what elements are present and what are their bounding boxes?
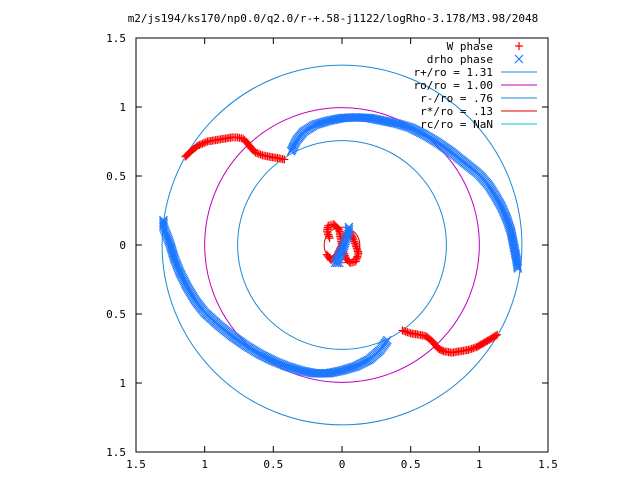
x-tick-label: 1.5: [126, 458, 146, 471]
x-tick-label: 1: [476, 458, 483, 471]
W-phase-point: [253, 149, 262, 158]
circle-ro: [204, 107, 480, 383]
drho-phase-point: [273, 358, 283, 368]
circle-r: [161, 64, 523, 426]
drho-phase-point: [502, 215, 512, 225]
drho-phase-point: [275, 358, 284, 368]
drho-phase-point: [171, 258, 181, 268]
legend-label: r-/ro = .76: [420, 92, 493, 105]
drho-phase-point: [281, 361, 290, 371]
legend-label: r*/ro = .13: [420, 105, 493, 118]
drho-phase-point: [175, 268, 185, 278]
drho-phase-point: [164, 237, 174, 247]
y-tick-label: 0.5: [106, 170, 126, 183]
W-phase-point: [324, 230, 333, 239]
drho-phase-point: [332, 258, 342, 268]
drho-phase-point: [159, 215, 168, 225]
y-tick-label: 1: [119, 101, 126, 114]
drho-phase-point: [504, 220, 514, 230]
drho-phase-point: [159, 217, 168, 227]
drho-phase-point: [502, 214, 512, 224]
drho-phase-point: [174, 266, 184, 276]
drho-phase-point: [341, 236, 350, 246]
drho-phase-point: [165, 240, 175, 250]
drho-phase-point: [276, 359, 286, 369]
legend-label: drho phase: [427, 53, 493, 66]
drho-phase-point: [344, 226, 354, 236]
drho-phase-point: [513, 264, 523, 273]
drho-phase-point: [341, 235, 351, 244]
y-tick-label: 1.5: [106, 32, 126, 45]
W-phase-point: [350, 237, 359, 246]
data-points: [159, 112, 523, 378]
drho-phase-point: [503, 219, 513, 228]
W-phase-point: [351, 241, 360, 249]
x-tick-label: 0.5: [401, 458, 421, 471]
drho-phase-point: [166, 242, 176, 251]
reference-circles: [161, 64, 523, 426]
legend-marker: [515, 42, 523, 50]
drho-phase-point: [339, 241, 349, 251]
drho-phase-group: [159, 112, 523, 378]
y-tick-label: 0.5: [106, 308, 126, 321]
drho-phase-point: [270, 357, 280, 366]
y-tick-label: 1: [119, 377, 126, 390]
drho-phase-point: [163, 234, 173, 244]
drho-phase-point: [330, 258, 340, 268]
legend-label: rc/ro = NaN: [420, 118, 493, 131]
drho-phase-point: [278, 360, 287, 370]
W-phase-point: [322, 250, 331, 259]
drho-phase-point: [173, 263, 183, 273]
W-phase-point: [323, 252, 332, 261]
drho-phase-point: [279, 360, 289, 370]
W-phase-point: [325, 234, 334, 243]
circle-r: [323, 226, 361, 264]
W-phase-point: [251, 148, 260, 157]
W-phase-point: [256, 150, 265, 159]
W-phase-point: [493, 330, 502, 339]
x-tick-label: 0: [339, 458, 346, 471]
circle-r: [237, 140, 447, 350]
drho-phase-point: [271, 357, 281, 367]
drho-phase-point: [172, 260, 182, 270]
drho-phase-point: [284, 362, 294, 372]
drho-phase-point: [340, 238, 350, 248]
legend-label: r+/ro = 1.31: [414, 66, 493, 79]
drho-phase-point: [282, 362, 292, 371]
drho-phase-point: [340, 240, 349, 249]
y-tick-label: 1.5: [106, 446, 126, 459]
x-tick-label: 1.5: [538, 458, 558, 471]
axis-ticks: 1.5 1 0.5 0 0.5 1 1.51.510.500.511.5: [106, 32, 558, 471]
legend-label: ro/ro = 1.00: [414, 79, 493, 92]
W-phase-point: [254, 149, 263, 158]
W-phase-point: [491, 331, 500, 340]
drho-phase-point: [512, 260, 522, 270]
drho-phase-point: [503, 217, 513, 227]
drho-phase-point: [334, 258, 344, 268]
legend-marker: [514, 54, 524, 64]
drho-phase-point: [165, 238, 175, 248]
chart-title: m2/js194/ks170/np0.0/q2.0/r-+.58-j1122/l…: [128, 12, 539, 25]
x-tick-label: 1: [201, 458, 208, 471]
W-phase-point: [324, 232, 333, 241]
drho-phase-point: [162, 232, 172, 242]
drho-phase-point: [174, 265, 184, 274]
drho-phase-point: [164, 235, 173, 245]
drho-phase-point: [513, 262, 522, 272]
W-phase-point: [280, 155, 289, 164]
W-phase-point: [351, 239, 360, 248]
drho-phase-point: [171, 257, 181, 267]
drho-phase-point: [504, 222, 514, 231]
drho-phase-point: [159, 219, 168, 229]
y-tick-label: 0: [119, 239, 126, 252]
legend-label: W phase: [447, 40, 493, 53]
x-tick-label: 0.5: [263, 458, 283, 471]
drho-phase-point: [173, 262, 182, 271]
